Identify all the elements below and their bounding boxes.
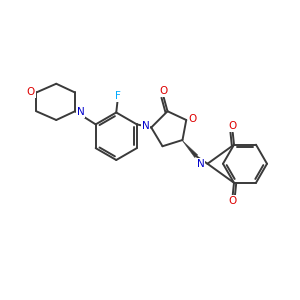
Text: N: N bbox=[142, 121, 150, 131]
Polygon shape bbox=[182, 140, 198, 158]
Text: O: O bbox=[229, 196, 237, 206]
Text: O: O bbox=[229, 122, 237, 131]
Text: F: F bbox=[115, 91, 120, 101]
Text: O: O bbox=[159, 86, 167, 96]
Text: O: O bbox=[188, 114, 196, 124]
Text: O: O bbox=[27, 87, 35, 97]
Text: N: N bbox=[196, 159, 204, 169]
Text: N: N bbox=[76, 107, 84, 117]
